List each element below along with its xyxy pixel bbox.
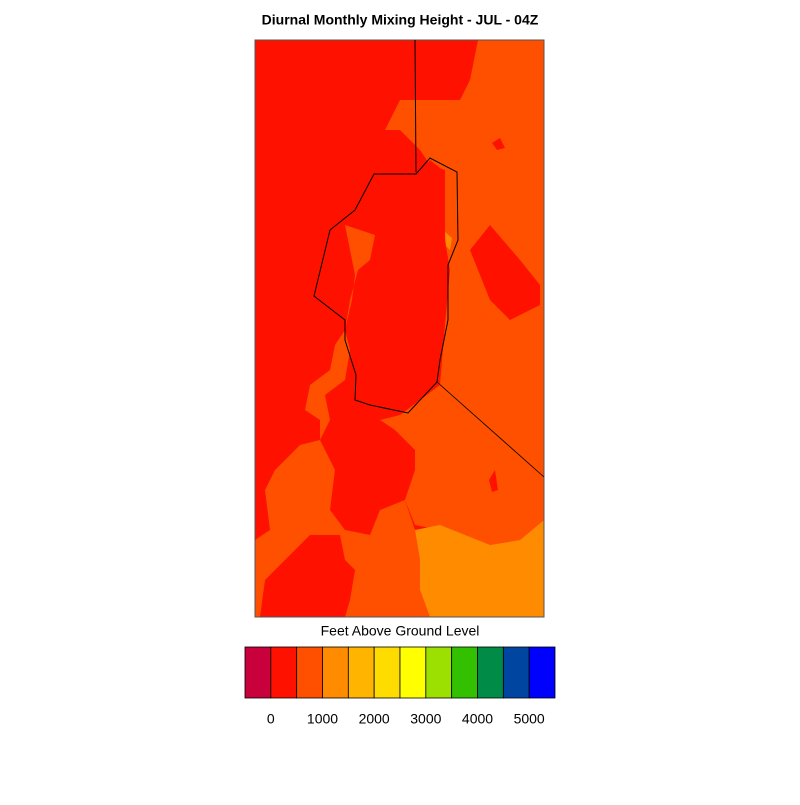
map [254,39,545,618]
colorbar-box [373,646,401,699]
colorbar-box [347,646,375,699]
contour-red [489,470,498,492]
colorbar-tick-label: 4000 [462,711,493,727]
boundary-line [436,381,545,478]
contour-orange [380,40,544,545]
contour-dark-orange [415,520,544,617]
colorbar-tick-label: 0 [267,711,275,727]
colorbar-box [477,646,504,699]
contour-red [492,138,505,150]
boundary-line [313,157,459,414]
colorbar-box [244,646,272,699]
colorbar-tick-label: 5000 [514,711,545,727]
colorbar-box [322,646,349,699]
boundary-line [414,39,417,173]
contour-red [260,535,355,617]
colorbar-tick-label: 2000 [359,711,390,727]
map-title: Diurnal Monthly Mixing Height - JUL - 04… [262,12,539,28]
colorbar: 0 1000 2000 3000 4000 5000 [244,646,556,727]
map-frame [254,39,545,618]
colorbar-box [296,646,323,699]
colorbar-label: Feet Above Ground Level [321,623,480,639]
colorbar-box [425,646,453,699]
colorbar-tick-label: 1000 [307,711,338,727]
colorbar-box [528,646,556,699]
colorbar-box [451,646,478,699]
contour-red [470,225,540,320]
colorbar-box [502,646,530,699]
colorbar-box [399,646,427,699]
contour-dark-orange [445,232,452,250]
colorbar-tick-label: 3000 [410,711,441,727]
contour-orange [255,225,430,617]
contour-red [420,160,445,265]
colorbar-box [270,646,298,699]
